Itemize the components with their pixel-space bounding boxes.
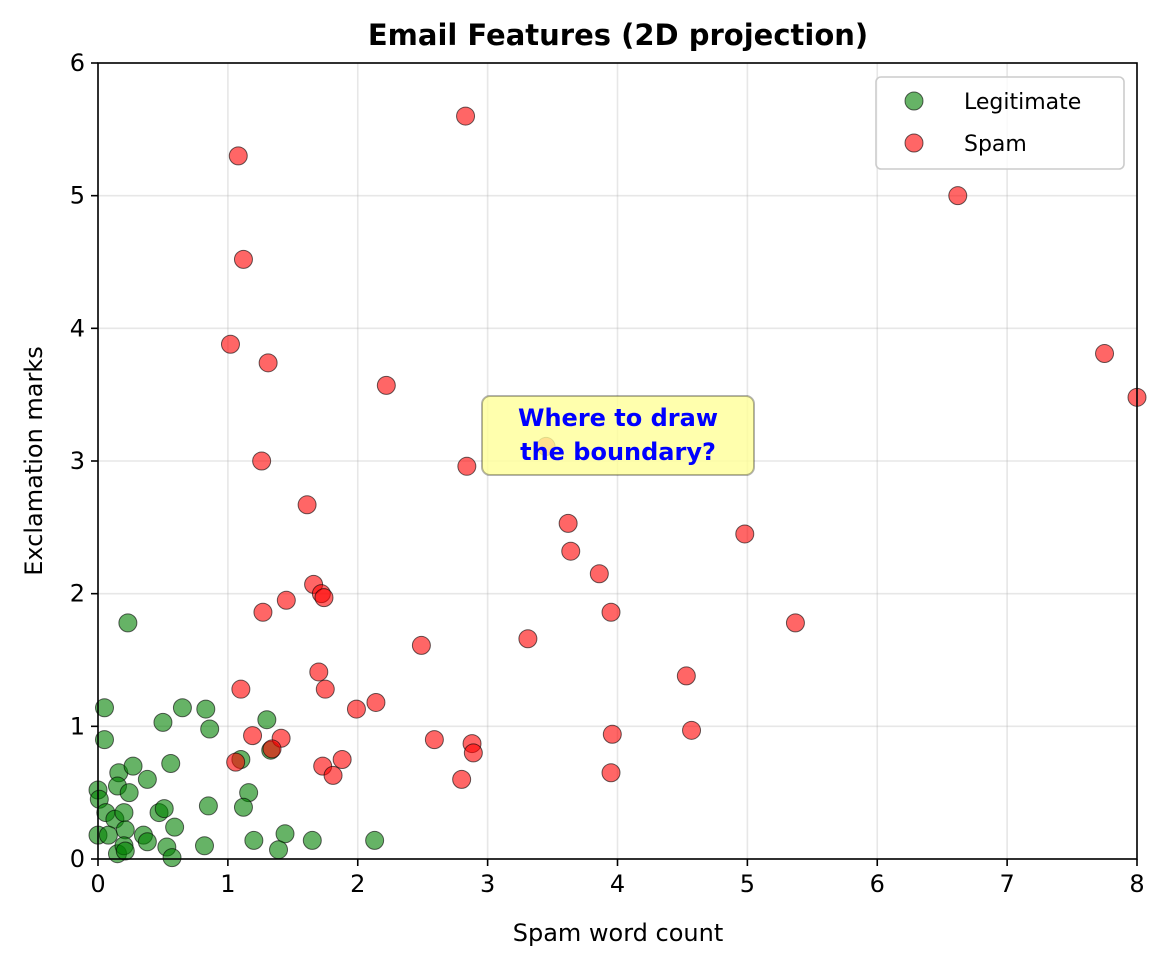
x-tick-label: 5 — [740, 870, 755, 898]
data-point-legitimate — [233, 797, 253, 817]
y-tick-label: 5 — [70, 182, 85, 210]
data-point-legitimate — [244, 830, 264, 850]
legend-marker-spam — [904, 133, 924, 153]
data-point-spam — [518, 629, 538, 649]
data-point-spam — [785, 613, 805, 633]
x-tick-label: 4 — [610, 870, 625, 898]
legend-box — [875, 76, 1125, 170]
data-point-spam — [676, 666, 696, 686]
data-point-spam — [589, 564, 609, 584]
data-point-spam — [376, 375, 396, 395]
x-tick-label: 6 — [870, 870, 885, 898]
data-point-spam — [457, 456, 477, 476]
data-point-spam — [226, 752, 246, 772]
data-point-spam — [228, 146, 248, 166]
data-point-spam — [948, 186, 968, 206]
data-point-spam — [220, 334, 240, 354]
x-tick-label: 1 — [220, 870, 235, 898]
y-tick-label: 3 — [70, 447, 85, 475]
data-point-spam — [735, 524, 755, 544]
data-point-spam — [253, 602, 273, 622]
data-point-spam — [1095, 344, 1115, 364]
data-point-spam — [258, 353, 278, 373]
data-point-legitimate — [365, 830, 385, 850]
axis-ticks: 0 1 2 3 4 5 6 7 8 0 1 2 3 4 5 6 — [70, 49, 1145, 898]
data-point-legitimate — [302, 830, 322, 850]
data-point-legitimate — [275, 824, 295, 844]
data-point-spam — [276, 590, 296, 610]
data-point-legitimate — [257, 710, 277, 730]
legend-label-legitimate: Legitimate — [964, 90, 1081, 115]
legend-label-spam: Spam — [964, 132, 1027, 157]
data-point-legitimate — [198, 796, 218, 816]
data-point-spam — [323, 765, 343, 785]
data-point-legitimate — [137, 832, 157, 852]
data-point-spam — [262, 739, 282, 759]
x-tick-label: 3 — [480, 870, 495, 898]
data-point-spam — [411, 635, 431, 655]
data-point-spam — [243, 726, 263, 746]
data-point-legitimate — [115, 820, 135, 840]
y-axis-label: Exclamation marks — [20, 346, 48, 576]
y-tick-label: 0 — [70, 845, 85, 873]
data-point-spam — [424, 730, 444, 750]
data-point-legitimate — [119, 783, 139, 803]
data-point-spam — [231, 679, 251, 699]
data-point-legitimate — [153, 712, 173, 732]
data-point-spam — [252, 451, 272, 471]
y-tick-label: 1 — [70, 712, 85, 740]
chart-title: Email Features (2D projection) — [368, 18, 868, 52]
data-point-legitimate — [194, 836, 214, 856]
x-tick-label: 2 — [350, 870, 365, 898]
legend: Legitimate Spam — [875, 76, 1125, 170]
data-point-spam — [561, 541, 581, 561]
data-point-legitimate — [154, 799, 174, 819]
data-point-legitimate — [114, 803, 134, 823]
annotation-box — [481, 395, 755, 476]
data-point-legitimate — [98, 825, 118, 845]
data-point-legitimate — [137, 769, 157, 789]
data-point-spam — [456, 106, 476, 126]
annotation-text: Where to draw — [518, 404, 718, 432]
data-point-legitimate — [165, 817, 185, 837]
data-point-legitimate — [94, 730, 114, 750]
data-point-spam — [314, 588, 334, 608]
data-point-legitimate — [115, 841, 135, 861]
data-point-legitimate — [269, 840, 289, 860]
data-point-spam — [332, 750, 352, 769]
data-point-spam — [463, 743, 483, 763]
annotation-text: the boundary? — [520, 438, 716, 466]
data-point-legitimate — [123, 756, 143, 776]
data-point-spam — [601, 602, 621, 622]
y-tick-label: 2 — [70, 580, 85, 608]
data-point-legitimate — [94, 698, 114, 718]
data-point-spam — [452, 769, 472, 789]
data-point-spam — [309, 662, 329, 682]
data-point-legitimate — [196, 699, 216, 719]
y-tick-label: 4 — [70, 314, 85, 342]
annotation: Where to draw the boundary? — [481, 395, 755, 476]
series-legitimate — [88, 613, 385, 868]
x-tick-label: 0 — [90, 870, 105, 898]
data-point-legitimate — [162, 848, 182, 868]
data-point-spam — [315, 679, 335, 699]
x-axis-label: Spam word count — [513, 919, 724, 947]
data-point-spam — [602, 724, 622, 744]
x-tick-label: 7 — [999, 870, 1014, 898]
data-point-spam — [233, 249, 253, 269]
data-point-legitimate — [172, 698, 192, 718]
data-point-spam — [366, 692, 386, 712]
data-point-legitimate — [161, 753, 181, 773]
data-point-spam — [682, 720, 702, 740]
data-point-spam — [346, 699, 366, 719]
legend-marker-legitimate — [904, 91, 924, 111]
data-point-spam — [297, 495, 317, 515]
data-point-spam — [601, 763, 621, 783]
y-tick-label: 6 — [70, 49, 85, 77]
data-point-legitimate — [118, 613, 138, 633]
data-point-spam — [558, 513, 578, 533]
data-point-legitimate — [200, 719, 220, 739]
x-tick-label: 8 — [1129, 870, 1144, 898]
